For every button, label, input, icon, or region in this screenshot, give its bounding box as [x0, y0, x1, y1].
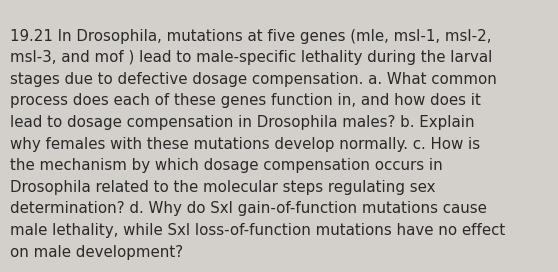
Text: 19.21 In Drosophila, mutations at five genes (mle, msl-1, msl-2,
msl-3, and mof : 19.21 In Drosophila, mutations at five g…: [10, 29, 506, 259]
